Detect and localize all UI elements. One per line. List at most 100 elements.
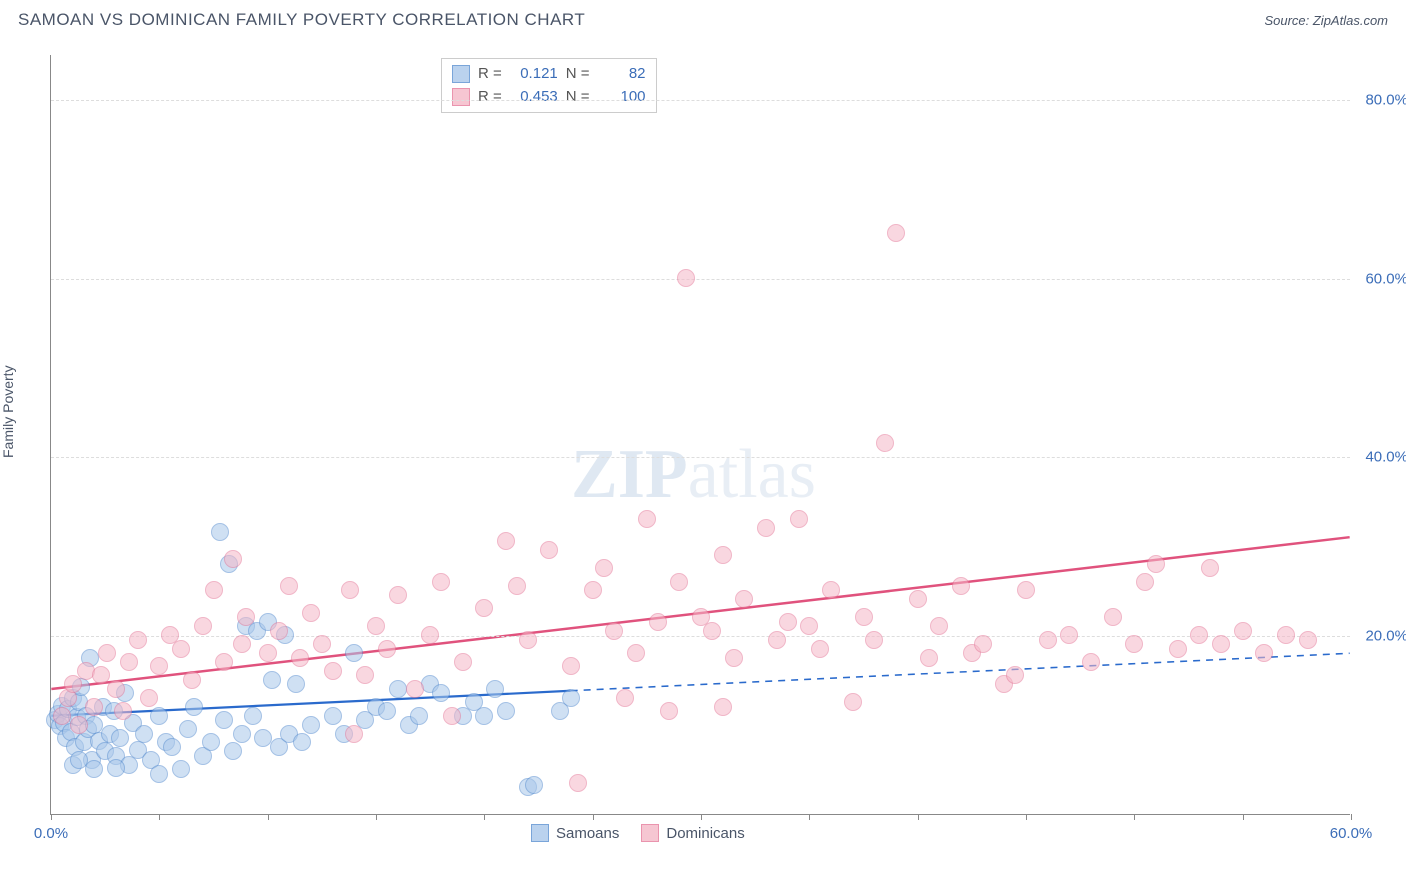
data-point xyxy=(486,680,504,698)
x-tick xyxy=(701,814,702,820)
data-point xyxy=(432,684,450,702)
data-point xyxy=(85,760,103,778)
data-point xyxy=(244,707,262,725)
legend-swatch-dominicans xyxy=(641,824,659,842)
data-point xyxy=(811,640,829,658)
data-point xyxy=(584,581,602,599)
data-point xyxy=(211,523,229,541)
data-point xyxy=(150,707,168,725)
data-point xyxy=(111,729,129,747)
data-point xyxy=(114,702,132,720)
data-point xyxy=(540,541,558,559)
data-point xyxy=(293,733,311,751)
data-point xyxy=(280,577,298,595)
data-point xyxy=(725,649,743,667)
x-tick xyxy=(159,814,160,820)
data-point xyxy=(822,581,840,599)
data-point xyxy=(378,640,396,658)
y-tick-label: 40.0% xyxy=(1365,449,1406,466)
x-tick xyxy=(1026,814,1027,820)
swatch-dominicans xyxy=(452,88,470,106)
data-point xyxy=(779,613,797,631)
data-point xyxy=(670,573,688,591)
data-point xyxy=(215,711,233,729)
data-point xyxy=(1201,559,1219,577)
data-point xyxy=(1039,631,1057,649)
data-point xyxy=(920,649,938,667)
data-point xyxy=(865,631,883,649)
data-point xyxy=(876,434,894,452)
data-point xyxy=(855,608,873,626)
data-point xyxy=(1082,653,1100,671)
data-point xyxy=(1190,626,1208,644)
series-legend: Samoans Dominicans xyxy=(531,824,745,842)
data-point xyxy=(233,635,251,653)
data-point xyxy=(183,671,201,689)
data-point xyxy=(595,559,613,577)
data-point xyxy=(129,631,147,649)
data-point xyxy=(475,599,493,617)
data-point xyxy=(1125,635,1143,653)
data-point xyxy=(406,680,424,698)
x-tick xyxy=(268,814,269,820)
data-point xyxy=(677,269,695,287)
data-point xyxy=(660,702,678,720)
chart-title: SAMOAN VS DOMINICAN FAMILY POVERTY CORRE… xyxy=(18,10,585,30)
data-point xyxy=(887,224,905,242)
data-point xyxy=(135,725,153,743)
data-point xyxy=(259,644,277,662)
data-point xyxy=(1017,581,1035,599)
stats-row-dominicans: R = 0.453 N = 100 xyxy=(452,86,646,109)
data-point xyxy=(345,644,363,662)
chart-header: SAMOAN VS DOMINICAN FAMILY POVERTY CORRE… xyxy=(18,10,1388,30)
legend-label-samoans: Samoans xyxy=(556,825,619,842)
data-point xyxy=(194,617,212,635)
data-point xyxy=(454,653,472,671)
data-point xyxy=(356,666,374,684)
data-point xyxy=(735,590,753,608)
data-point xyxy=(627,644,645,662)
data-point xyxy=(569,774,587,792)
data-point xyxy=(1136,573,1154,591)
x-tick xyxy=(593,814,594,820)
data-point xyxy=(150,765,168,783)
data-point xyxy=(224,550,242,568)
grid-line xyxy=(51,279,1350,280)
data-point xyxy=(768,631,786,649)
data-point xyxy=(1104,608,1122,626)
n-label: N = xyxy=(566,86,590,109)
data-point xyxy=(1212,635,1230,653)
data-point xyxy=(432,573,450,591)
legend-item-samoans: Samoans xyxy=(531,824,619,842)
data-point xyxy=(302,604,320,622)
swatch-samoans xyxy=(452,65,470,83)
grid-line xyxy=(51,457,1350,458)
x-tick xyxy=(484,814,485,820)
y-tick-label: 20.0% xyxy=(1365,628,1406,645)
data-point xyxy=(714,546,732,564)
data-point xyxy=(703,622,721,640)
x-tick-label: 60.0% xyxy=(1330,825,1373,842)
grid-line xyxy=(51,100,1350,101)
watermark: ZIPatlas xyxy=(571,435,816,515)
data-point xyxy=(120,653,138,671)
data-point xyxy=(1234,622,1252,640)
r-label: R = xyxy=(478,86,502,109)
x-tick xyxy=(1351,814,1352,820)
data-point xyxy=(263,671,281,689)
y-axis-label: Family Poverty xyxy=(0,365,16,458)
data-point xyxy=(367,617,385,635)
data-point xyxy=(410,707,428,725)
data-point xyxy=(163,738,181,756)
data-point xyxy=(345,725,363,743)
data-point xyxy=(324,662,342,680)
correlation-stats-box: R = 0.121 N = 82 R = 0.453 N = 100 xyxy=(441,58,657,113)
watermark-atlas: atlas xyxy=(688,436,816,513)
source-attribution: Source: ZipAtlas.com xyxy=(1264,13,1388,28)
data-point xyxy=(85,698,103,716)
data-point xyxy=(1006,666,1024,684)
data-point xyxy=(324,707,342,725)
data-point xyxy=(952,577,970,595)
data-point xyxy=(98,644,116,662)
data-point xyxy=(237,608,255,626)
